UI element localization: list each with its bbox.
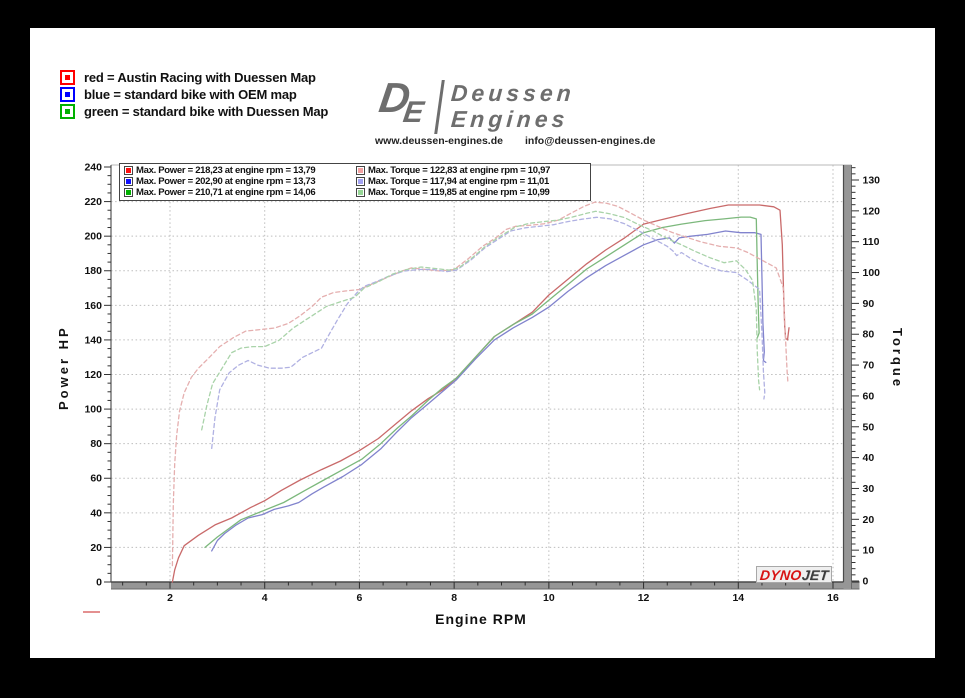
stats-row: Max. Power = 218,23 at engine rpm = 13,7… xyxy=(120,165,590,176)
right-axis-tick-label: 110 xyxy=(863,236,880,248)
right-axis-tick-label: 80 xyxy=(863,329,875,341)
curve-torque-red-austin-racing-duessen-map xyxy=(171,201,789,567)
right-axis-tick-label: 40 xyxy=(863,452,875,464)
right-axis-tick-label: 0 xyxy=(863,576,869,588)
stats-power-label: Max. Power = 210,71 at engine rpm = 14,0… xyxy=(136,187,316,198)
stats-power-col: Max. Power = 202,90 at engine rpm = 13,7… xyxy=(120,176,352,187)
right-axis-tick-label: 20 xyxy=(863,514,875,526)
dyno-chart-canvas: 0204060801001201401601802002202400102030… xyxy=(84,161,881,604)
right-axis-title: Torque xyxy=(890,328,905,390)
left-axis-tick-label: 80 xyxy=(90,438,102,450)
bike-legend-label: blue = standard bike with OEM map xyxy=(84,86,297,102)
stats-torque-col: Max. Torque = 122,83 at engine rpm = 10,… xyxy=(352,165,584,176)
stats-power-label: Max. Power = 202,90 at engine rpm = 13,7… xyxy=(136,176,316,187)
email-text: info@deussen-engines.de xyxy=(524,135,656,147)
blue-square-icon xyxy=(60,86,75,102)
red-square-icon xyxy=(60,69,75,85)
left-axis-tick-label: 40 xyxy=(90,507,102,519)
bike-legend-row-blue: blue = standard bike with OEM map xyxy=(60,86,328,102)
torque-blue-swatch-icon xyxy=(356,177,365,186)
bike-legend-row-green: green = standard bike with Duessen Map xyxy=(60,103,329,119)
stats-torque-label: Max. Torque = 119,85 at engine rpm = 10,… xyxy=(368,187,550,198)
right-axis-tick-label: 50 xyxy=(863,421,875,433)
right-axis-tick-label: 100 xyxy=(863,267,881,279)
left-axis-tick-label: 200 xyxy=(84,231,102,243)
left-axis-tick-label: 60 xyxy=(90,473,102,485)
curve-torque-green-standard-duessen-map xyxy=(201,210,761,431)
website-text: www.deussen-engines.de xyxy=(375,135,503,147)
right-axis-tick-label: 60 xyxy=(863,390,875,402)
right-axis-tick-label: 120 xyxy=(863,205,881,217)
stats-torque-col: Max. Torque = 119,85 at engine rpm = 10,… xyxy=(352,187,584,198)
x-axis-tick-label: 6 xyxy=(357,592,363,604)
x-axis-tick-label: 2 xyxy=(167,592,173,604)
torque-green-swatch-icon xyxy=(356,188,365,197)
bike-legend-row-red: red = Austin Racing with Duessen Map xyxy=(60,69,328,85)
stats-row: Max. Power = 210,71 at engine rpm = 14,0… xyxy=(120,187,590,198)
x-axis-title: Engine RPM xyxy=(435,611,527,627)
right-axis-tick-label: 30 xyxy=(863,483,875,495)
left-axis-tick-label: 240 xyxy=(84,161,102,173)
left-axis-tick-label: 20 xyxy=(90,542,102,554)
stats-row: Max. Power = 202,90 at engine rpm = 13,7… xyxy=(120,176,590,187)
dynojet-logo-dyno: DYNO xyxy=(759,566,803,583)
green-square-icon xyxy=(60,103,75,119)
stats-torque-label: Max. Torque = 117,94 at engine rpm = 11,… xyxy=(368,176,550,187)
left-axis-tick-label: 220 xyxy=(84,196,102,208)
right-axis-bar xyxy=(843,165,852,589)
stats-torque-col: Max. Torque = 117,94 at engine rpm = 11,… xyxy=(352,176,584,187)
curve-power-blue-standard-oem-map xyxy=(211,230,767,552)
right-axis-tick-label: 10 xyxy=(863,545,875,557)
left-axis-tick-label: 180 xyxy=(84,265,102,277)
stats-power-col: Max. Power = 210,71 at engine rpm = 14,0… xyxy=(120,187,352,198)
power-green-swatch-icon xyxy=(124,188,133,197)
bike-legend-label: green = standard bike with Duessen Map xyxy=(84,103,329,119)
x-axis-tick-label: 16 xyxy=(827,592,839,604)
bike-legend-label: red = Austin Racing with Duessen Map xyxy=(84,69,316,85)
right-axis-tick-label: 90 xyxy=(863,298,875,310)
x-axis-tick-label: 10 xyxy=(543,592,555,604)
power-red-swatch-icon xyxy=(124,166,133,175)
curve-torque-blue-standard-oem-map xyxy=(211,216,766,450)
curve-power-green-standard-duessen-map xyxy=(204,216,760,549)
torque-red-swatch-icon xyxy=(356,166,365,175)
x-axis-tick-label: 4 xyxy=(262,592,268,604)
dynojet-logo: DYNO JET xyxy=(756,566,833,583)
left-axis-tick-label: 0 xyxy=(96,577,102,589)
x-axis-tick-label: 12 xyxy=(638,592,650,604)
curve-power-red-austin-racing-duessen-map xyxy=(171,204,790,583)
left-axis-title: Power HP xyxy=(56,325,71,410)
x-axis-tick-label: 8 xyxy=(451,592,457,604)
dyno-sheet-panel: red = Austin Racing with Duessen Map blu… xyxy=(30,28,935,658)
x-axis-tick-label: 14 xyxy=(732,592,744,604)
right-axis-tick-label: 130 xyxy=(863,175,881,187)
bike-legend: red = Austin Racing with Duessen Map blu… xyxy=(60,69,329,121)
stats-power-label: Max. Power = 218,23 at engine rpm = 13,7… xyxy=(136,165,316,176)
logo-contact-line: www.deussen-engines.de info@deussen-engi… xyxy=(375,135,655,147)
left-axis-tick-label: 100 xyxy=(84,404,102,416)
power-blue-swatch-icon xyxy=(124,177,133,186)
stray-red-mark xyxy=(83,611,100,613)
left-axis-tick-label: 140 xyxy=(84,334,102,346)
x-axis-bar xyxy=(111,582,860,589)
stats-power-col: Max. Power = 218,23 at engine rpm = 13,7… xyxy=(120,165,352,176)
dynojet-logo-jet: JET xyxy=(800,566,830,583)
left-axis-tick-label: 160 xyxy=(84,300,102,312)
stats-torque-label: Max. Torque = 122,83 at engine rpm = 10,… xyxy=(368,165,551,176)
max-values-legend: Max. Power = 218,23 at engine rpm = 13,7… xyxy=(119,163,591,201)
right-axis-tick-label: 70 xyxy=(863,360,875,372)
left-axis-tick-label: 120 xyxy=(84,369,102,381)
